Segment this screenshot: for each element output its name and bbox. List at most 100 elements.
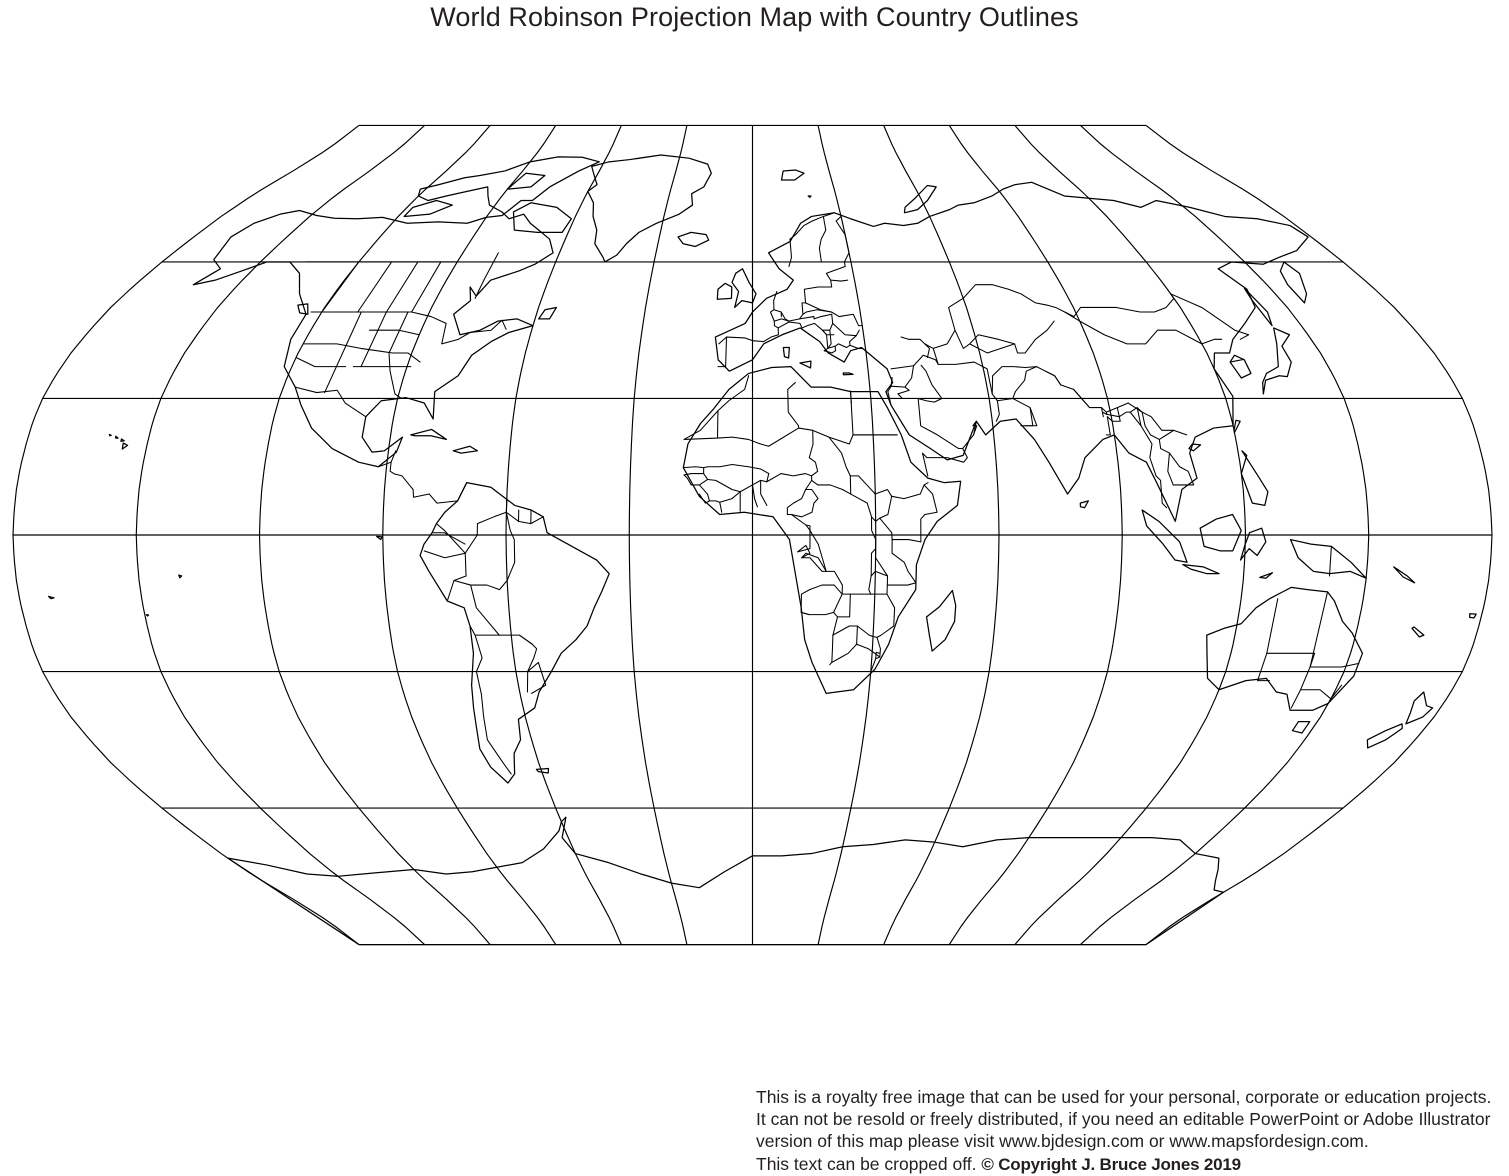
landmass-hawaii-a (109, 434, 111, 435)
country-border-145 (921, 365, 942, 398)
country-border-16 (684, 411, 718, 440)
country-border-98 (933, 321, 1054, 353)
country-border-35 (812, 437, 851, 494)
landmass-baffin (513, 203, 571, 233)
country-border-148 (424, 551, 465, 558)
country-border-105 (1106, 412, 1119, 417)
landmass-sicily (800, 361, 811, 368)
country-border-110 (1161, 449, 1194, 485)
page-title: World Robinson Projection Map with Count… (0, 0, 1509, 34)
country-border-15 (519, 635, 532, 644)
footer-line-1: This is a royalty free image that can be… (756, 1086, 1506, 1108)
landmass-cuba (411, 429, 447, 439)
country-border-94 (850, 345, 862, 348)
country-border-85 (818, 262, 845, 287)
country-border-47 (830, 617, 838, 665)
country-border-122 (1310, 663, 1359, 667)
landmass-fiji (1470, 614, 1476, 618)
landmass-sakhalin (1244, 288, 1272, 325)
country-border-67 (938, 362, 999, 421)
landmass-hawaii-b (116, 436, 118, 438)
landmass-hispaniola (453, 446, 477, 453)
country-border-127 (386, 262, 417, 312)
footer-line-3: version of this map please visit www.bjd… (756, 1130, 1506, 1152)
country-border-33 (787, 489, 818, 516)
landmass-svalbard2 (808, 196, 811, 197)
crop-note: This text can be cropped off. (756, 1154, 981, 1174)
country-border-119 (1258, 599, 1278, 681)
country-border-73 (719, 337, 764, 344)
country-border-4 (390, 462, 395, 474)
graticule-layer (13, 125, 1492, 944)
country-border-24 (704, 464, 769, 481)
country-border-17 (717, 383, 798, 447)
world-map-figure (0, 60, 1509, 960)
country-border-32 (767, 474, 812, 515)
world-map-svg (0, 60, 1509, 960)
country-border-89 (833, 323, 860, 335)
country-border-136 (361, 312, 386, 367)
landmass-ireland (717, 283, 732, 299)
country-border-6 (413, 489, 429, 497)
country-border-49 (832, 626, 858, 662)
country-border-14 (528, 662, 546, 693)
country-border-53 (871, 585, 888, 594)
country-border-126 (358, 262, 392, 312)
landmass-hainan (1189, 444, 1201, 451)
country-border-9 (465, 512, 543, 553)
country-border-96 (901, 337, 938, 364)
footer-credits: This is a royalty free image that can be… (756, 1086, 1506, 1176)
landmass-new-zealand-s (1367, 724, 1402, 748)
landmass-hawaii-c (121, 439, 124, 441)
country-border-121 (1291, 592, 1327, 708)
landmass-sardinia (783, 348, 789, 358)
country-border-48 (833, 626, 873, 636)
country-border-112 (1128, 403, 1174, 430)
country-border-5 (395, 474, 413, 489)
landmass-solomon (1394, 567, 1415, 583)
country-border-70 (918, 398, 976, 448)
country-border-128 (412, 262, 441, 312)
landmass-samoa (49, 596, 55, 598)
landmass-kamchatka (1280, 262, 1306, 303)
country-border-7 (429, 483, 466, 503)
country-border-129 (475, 253, 498, 299)
landmass-sumatra (1142, 510, 1187, 562)
landmass-new-caledonia (1412, 627, 1424, 637)
country-border-65 (905, 366, 914, 387)
landmass-australia (1207, 587, 1363, 710)
landmass-hawaii-d (122, 443, 127, 449)
landmass-new-guinea (1291, 540, 1367, 579)
country-border-88 (802, 314, 833, 330)
land-outlines-layer (49, 155, 1477, 945)
footer-line-2: It can not be resold or freely distribut… (756, 1108, 1506, 1130)
country-border-23 (704, 474, 767, 492)
country-border-57 (802, 558, 843, 594)
landmass-antarctica (228, 817, 1224, 944)
country-border-84 (806, 303, 832, 312)
country-border-101 (1065, 312, 1222, 344)
country-border-143 (1329, 547, 1331, 576)
country-border-141 (891, 366, 914, 369)
country-border-131 (303, 344, 420, 362)
country-border-109 (1159, 430, 1186, 439)
country-border-18 (718, 376, 749, 411)
footer-line-4: This text can be cropped off. © Copyrigh… (756, 1153, 1506, 1176)
country-border-54 (877, 594, 895, 637)
country-border-142 (822, 330, 834, 335)
country-border-75 (764, 322, 802, 342)
landmass-eurasia (715, 182, 1308, 521)
landmass-novaya-zemlya (904, 186, 936, 213)
country-border-123 (1301, 685, 1342, 699)
landmass-ellesmere-extra (507, 173, 544, 189)
country-border-120 (1267, 653, 1315, 667)
country-border-19 (799, 391, 853, 444)
country-borders-layer (295, 213, 1359, 774)
country-border-107 (1119, 408, 1160, 449)
country-border-102 (1065, 294, 1249, 340)
country-border-42 (892, 540, 916, 582)
country-border-140 (819, 216, 825, 262)
country-border-71 (923, 449, 968, 476)
landmass-taiwan (1234, 420, 1240, 432)
landmass-crete (843, 373, 853, 375)
